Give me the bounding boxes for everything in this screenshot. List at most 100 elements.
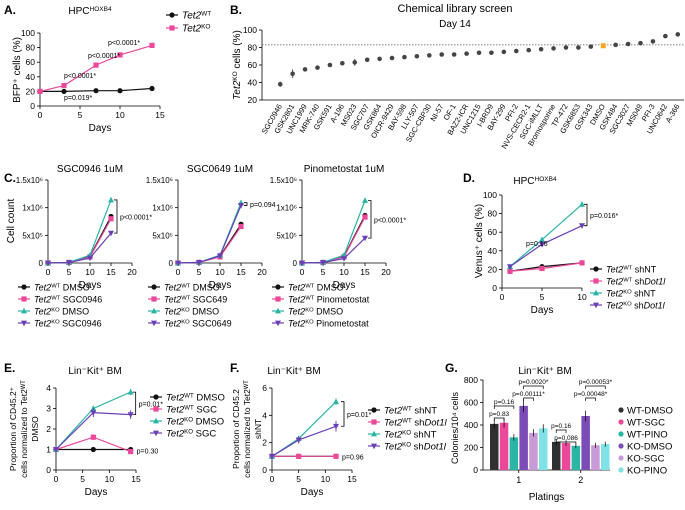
series-line bbox=[55, 411, 131, 450]
label-part: KO bbox=[181, 320, 190, 326]
legend-label: Tet2KO shDot1l bbox=[606, 301, 666, 311]
label-part: SGC649 bbox=[190, 295, 227, 305]
legend-marker bbox=[618, 431, 624, 437]
p-value-label: p=0.019* bbox=[64, 95, 92, 102]
data-point bbox=[362, 197, 368, 203]
data-point bbox=[93, 88, 99, 94]
data-point bbox=[90, 410, 97, 416]
data-point bbox=[675, 32, 681, 37]
significance-bracket bbox=[114, 199, 118, 234]
legend-marker bbox=[618, 419, 624, 425]
legend-label: WT-DMSO bbox=[627, 406, 673, 417]
data-point bbox=[588, 44, 594, 49]
panel-b-subtitle: Day 14 bbox=[439, 19, 471, 30]
legend-marker bbox=[275, 307, 281, 314]
significance-bracket bbox=[555, 429, 567, 433]
label-part: Tet2 bbox=[182, 11, 202, 22]
p-value-label: p=0.094 bbox=[250, 202, 276, 209]
data-point bbox=[333, 453, 339, 459]
bar bbox=[490, 423, 499, 470]
significance-bracket bbox=[244, 202, 248, 206]
x-tick-label: 10 bbox=[215, 267, 225, 277]
series-line bbox=[177, 223, 242, 264]
label-part: Tet2 bbox=[164, 295, 181, 305]
panel-c-title: Pinometostat 1uM bbox=[304, 164, 385, 175]
significance-bracket bbox=[584, 203, 588, 227]
x-tick-label: 5 bbox=[540, 292, 545, 302]
x-axis-label: Days bbox=[209, 280, 232, 291]
label-part: cells (%) bbox=[232, 30, 243, 71]
bar bbox=[529, 432, 538, 470]
legend-label: Tet2WT shNT bbox=[606, 265, 657, 275]
data-point bbox=[579, 223, 585, 229]
bar bbox=[552, 441, 561, 470]
significance-bracket bbox=[585, 385, 606, 389]
panel-c-title: SGC0649 1uM bbox=[187, 164, 253, 175]
significance-bracket bbox=[132, 391, 137, 416]
legend-label: WT-SGC bbox=[627, 418, 665, 429]
legend-marker bbox=[153, 394, 159, 400]
label-part: shNT bbox=[632, 289, 657, 299]
label-part: Tet2 bbox=[34, 295, 51, 305]
panel-d-title: HPCHOXB4 bbox=[513, 176, 557, 188]
bar bbox=[509, 437, 519, 470]
x-tick-label: 5 bbox=[80, 474, 85, 484]
bar bbox=[571, 445, 581, 470]
x-tick-label: 10 bbox=[85, 267, 95, 277]
x-axis-label: Days bbox=[333, 280, 356, 291]
y-tick-label: 2 bbox=[262, 438, 267, 448]
data-point bbox=[93, 62, 99, 68]
y-tick-label: 1.5x10⁶ bbox=[16, 176, 43, 185]
legend-marker bbox=[21, 284, 27, 290]
label-part: KO bbox=[51, 308, 60, 314]
label-part: Tet2 bbox=[384, 442, 403, 453]
y-tick-label: 0 bbox=[169, 259, 174, 268]
series-line bbox=[509, 262, 583, 272]
x-tick-label: 0 bbox=[46, 267, 51, 277]
p-value-label: p=0.96 bbox=[342, 454, 364, 461]
p-value-label: p<0.0001* bbox=[88, 53, 120, 60]
label-part: Dot1l bbox=[424, 442, 447, 453]
legend-label: Tet2WT Pinometostat bbox=[288, 295, 370, 305]
data-point bbox=[464, 51, 469, 56]
p-value-label: p=0.0020* bbox=[519, 379, 549, 386]
legend-label: Tet2KO bbox=[182, 23, 211, 35]
label-part: Tet2 bbox=[384, 430, 403, 441]
legend-label: Tet2WT DMSO bbox=[166, 392, 225, 404]
legend-label: Tet2WT DMSO bbox=[34, 283, 90, 293]
label-part: KO bbox=[305, 308, 314, 314]
legend-marker bbox=[21, 320, 27, 327]
data-point bbox=[579, 201, 585, 207]
y-axis-label: BFP⁺ cells (%) bbox=[12, 37, 23, 103]
series-line bbox=[509, 203, 583, 268]
legend-marker bbox=[371, 407, 377, 413]
legend-label: Tet2KO DMSO bbox=[166, 416, 224, 428]
panel-g-title: Lin⁻Kit⁺ BM bbox=[518, 366, 571, 377]
label-part: KO bbox=[184, 416, 193, 423]
significance-bracket bbox=[585, 397, 596, 401]
y-tick-label: 100 bbox=[483, 190, 497, 200]
label-part: Tet2 bbox=[166, 393, 185, 404]
y-tick-label: 60 bbox=[26, 57, 36, 67]
x-tick-label: 20 bbox=[127, 267, 137, 277]
label-part: HPC bbox=[68, 6, 89, 17]
legend-marker bbox=[153, 430, 159, 437]
y-tick-label: 0 bbox=[46, 465, 51, 475]
p-value-label: p=0.01* bbox=[139, 401, 164, 408]
legend-marker bbox=[275, 320, 281, 327]
y-axis-label: DMSO bbox=[30, 416, 40, 442]
data-point bbox=[427, 53, 432, 58]
panel-a-title: HPCHOXB4 bbox=[68, 6, 112, 18]
y-tick-label: 20 bbox=[488, 264, 498, 274]
panel-label-b: B. bbox=[230, 3, 242, 17]
series-line bbox=[301, 200, 366, 264]
series-line bbox=[301, 237, 366, 264]
label-part: KO bbox=[51, 320, 60, 326]
data-point bbox=[333, 398, 339, 405]
data-point bbox=[579, 260, 585, 266]
x-tick-label: 0 bbox=[38, 110, 43, 120]
x-tick-label: 0 bbox=[270, 474, 275, 484]
legend-label: Tet2WT shDot1l bbox=[606, 277, 666, 287]
legend-label: Tet2KO SGC bbox=[166, 428, 216, 440]
